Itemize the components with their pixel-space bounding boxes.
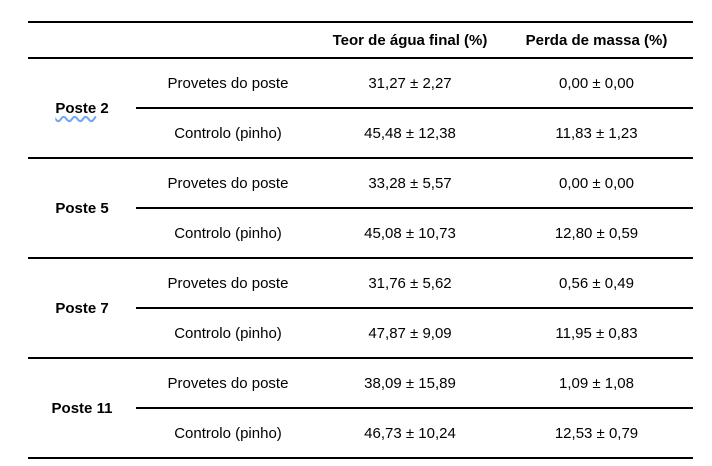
specimen-type-cell: Provetes do poste <box>136 58 320 109</box>
header-spacer-specimen <box>136 21 320 59</box>
poste-word: Poste <box>51 399 93 417</box>
specimen-type-cell: Provetes do poste <box>136 358 320 409</box>
specimen-type-cell: Provetes do poste <box>136 258 320 309</box>
table-header-row: Teor de água final (%) Perda de massa (%… <box>28 21 693 59</box>
poste-word: Poste <box>55 299 97 317</box>
table-row: Poste 2 Provetes do poste 31,27 ± 2,27 0… <box>28 58 693 159</box>
perda-value-cell: 11,95 ± 0,83 <box>500 308 693 359</box>
teor-value-cell: 47,87 ± 9,09 <box>320 308 500 359</box>
teor-value-cell: 46,73 ± 10,24 <box>320 408 500 459</box>
row-group-label-poste-11: Poste 11 <box>28 358 136 459</box>
row-group-label-poste-5: Poste 5 <box>28 158 136 259</box>
perda-value-cell: 12,80 ± 0,59 <box>500 208 693 259</box>
teor-value-cell: 38,09 ± 15,89 <box>320 358 500 409</box>
row-group-label-poste-7: Poste 7 <box>28 258 136 359</box>
header-spacer-group <box>28 21 136 59</box>
table-row: Poste 5 Provetes do poste 33,28 ± 5,57 0… <box>28 158 693 259</box>
table-row: Controlo (pinho) 46,73 ± 10,24 12,53 ± 0… <box>28 408 693 459</box>
perda-value-cell: 0,00 ± 0,00 <box>500 158 693 209</box>
teor-value-cell: 31,76 ± 5,62 <box>320 258 500 309</box>
specimen-type-cell: Controlo (pinho) <box>136 408 320 459</box>
column-header-perda-de-massa: Perda de massa (%) <box>500 21 693 59</box>
table-row: Poste 7 Provetes do poste 31,76 ± 5,62 0… <box>28 258 693 359</box>
teor-value-cell: 45,48 ± 12,38 <box>320 108 500 159</box>
specimen-type-cell: Controlo (pinho) <box>136 208 320 259</box>
specimen-type-cell: Provetes do poste <box>136 158 320 209</box>
poste-number: 5 <box>100 199 109 217</box>
perda-value-cell: 0,00 ± 0,00 <box>500 58 693 109</box>
poste-number: 11 <box>96 399 113 417</box>
table-row: Controlo (pinho) 45,08 ± 10,73 12,80 ± 0… <box>28 208 693 259</box>
table-row: Controlo (pinho) 45,48 ± 12,38 11,83 ± 1… <box>28 108 693 159</box>
specimen-type-cell: Controlo (pinho) <box>136 308 320 359</box>
perda-value-cell: 11,83 ± 1,23 <box>500 108 693 159</box>
misspelled-word: Poste <box>55 99 97 117</box>
poste-number: 7 <box>100 299 109 317</box>
specimen-type-cell: Controlo (pinho) <box>136 108 320 159</box>
table-row: Poste 11 Provetes do poste 38,09 ± 15,89… <box>28 358 693 459</box>
perda-value-cell: 1,09 ± 1,08 <box>500 358 693 409</box>
poste-word: Poste <box>55 199 97 217</box>
perda-value-cell: 12,53 ± 0,79 <box>500 408 693 459</box>
perda-value-cell: 0,56 ± 0,49 <box>500 258 693 309</box>
table-row: Controlo (pinho) 47,87 ± 9,09 11,95 ± 0,… <box>28 308 693 359</box>
teor-value-cell: 45,08 ± 10,73 <box>320 208 500 259</box>
teor-value-cell: 31,27 ± 2,27 <box>320 58 500 109</box>
results-table: Teor de água final (%) Perda de massa (%… <box>28 21 693 459</box>
column-header-teor-de-agua: Teor de água final (%) <box>320 21 500 59</box>
poste-number: 2 <box>100 99 109 117</box>
row-group-label-poste-2: Poste 2 <box>28 58 136 159</box>
teor-value-cell: 33,28 ± 5,57 <box>320 158 500 209</box>
